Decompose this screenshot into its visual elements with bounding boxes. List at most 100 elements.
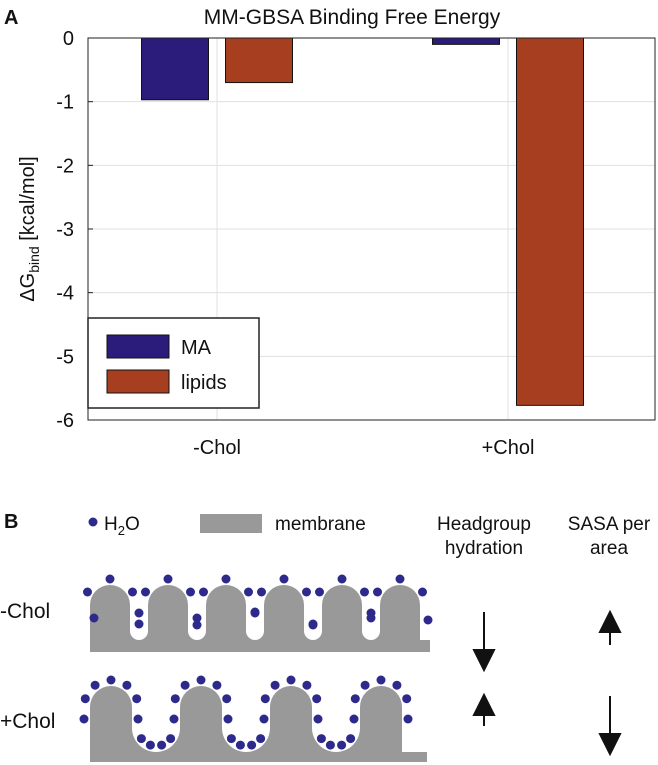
water-dot (79, 714, 89, 724)
x-tick-label: +Chol (482, 437, 535, 459)
water-dot (418, 587, 427, 597)
water-dot (163, 574, 173, 584)
water-dot (212, 680, 222, 690)
water-dot (141, 587, 150, 597)
water-dot (166, 734, 176, 744)
water-dot (260, 694, 270, 704)
y-tick-label: -4 (56, 283, 74, 305)
water-dot (128, 587, 137, 597)
bar (141, 37, 209, 101)
water-dot (105, 574, 115, 584)
y-label-unit: [kcal/mol] (17, 156, 39, 246)
arrow-head (472, 649, 496, 673)
arrow-head (598, 609, 622, 633)
water-dot (325, 740, 335, 750)
water-dot (403, 714, 413, 724)
water-dot (136, 734, 146, 744)
plot-frame (87, 37, 656, 421)
membrane (90, 686, 427, 762)
water-dot (170, 694, 180, 704)
water-dot (223, 714, 233, 724)
legend-swatch (106, 334, 170, 359)
water-dot (279, 574, 289, 584)
water-dot (145, 740, 155, 750)
water-icon (88, 517, 98, 527)
panel-label: A (4, 7, 18, 29)
y-tick-label: -5 (56, 346, 74, 368)
header: Headgroup (437, 514, 531, 535)
arrow-head (598, 733, 622, 757)
legend-swatch (106, 369, 170, 394)
water-dot (89, 613, 99, 623)
bar (516, 37, 584, 406)
membrane-label: membrane (275, 514, 366, 535)
row-label: -Chol (0, 600, 50, 623)
water-dot (302, 587, 311, 597)
water-dot (337, 574, 347, 584)
water-dot (134, 608, 144, 618)
water-dot (106, 675, 116, 685)
water-sub: 2 (118, 523, 125, 538)
water-dot (360, 587, 369, 597)
water-dot (244, 587, 253, 597)
y-tick-label: -1 (56, 92, 74, 114)
y-tick-label: 0 (63, 28, 74, 50)
water-dot (83, 587, 92, 597)
water-dot (360, 680, 370, 690)
membrane-icon (200, 514, 262, 533)
water-dot (376, 675, 386, 685)
water-dot (221, 574, 231, 584)
water-dot (349, 714, 359, 724)
y-tick-label: -6 (56, 410, 74, 432)
water-dot (350, 694, 360, 704)
water-dot (122, 680, 132, 690)
water-dot (346, 734, 356, 744)
water-dot (226, 734, 236, 744)
water-dot (90, 680, 100, 690)
water-dot (235, 740, 245, 750)
arrow-head (472, 692, 496, 716)
legend-box (87, 317, 260, 409)
water-dot (256, 734, 266, 744)
header: hydration (445, 538, 523, 559)
arrows (472, 609, 622, 757)
row-label: +Chol (0, 710, 55, 733)
water-dot (423, 615, 433, 625)
water-dot (308, 619, 318, 629)
legend-label: MA (181, 337, 212, 359)
y-tick-label: -3 (56, 219, 74, 241)
water-dot (373, 587, 382, 597)
water-dot (395, 574, 405, 584)
bar (432, 37, 500, 45)
water-dot (302, 680, 312, 690)
water-dot (366, 613, 376, 623)
water-label: H2O (104, 514, 140, 538)
water-dot (337, 740, 347, 750)
panel-label: B (4, 511, 18, 533)
y-tick-label: -2 (56, 155, 74, 177)
legend-label: lipids (181, 372, 227, 394)
water-dot (247, 740, 257, 750)
water-h: H (104, 514, 118, 535)
water-dot (80, 694, 90, 704)
water-dot (313, 714, 323, 724)
chart-title: MM-GBSA Binding Free Energy (204, 6, 501, 29)
water-dot (157, 740, 167, 750)
water-dot (286, 675, 296, 685)
water-dot (132, 694, 142, 704)
water-dot (199, 587, 208, 597)
water-dot (250, 607, 260, 617)
y-label-sub: bind (26, 246, 42, 272)
water-dot (180, 680, 190, 690)
water-dot (133, 714, 143, 724)
water-dot (312, 694, 322, 704)
water-dot (259, 714, 269, 724)
y-label-main: ΔG (17, 273, 39, 302)
water-dot (192, 613, 202, 623)
water-dot (196, 675, 206, 685)
water-dot (402, 694, 412, 704)
water-dot (169, 714, 179, 724)
water-dot (392, 680, 402, 690)
water-dot (222, 694, 232, 704)
